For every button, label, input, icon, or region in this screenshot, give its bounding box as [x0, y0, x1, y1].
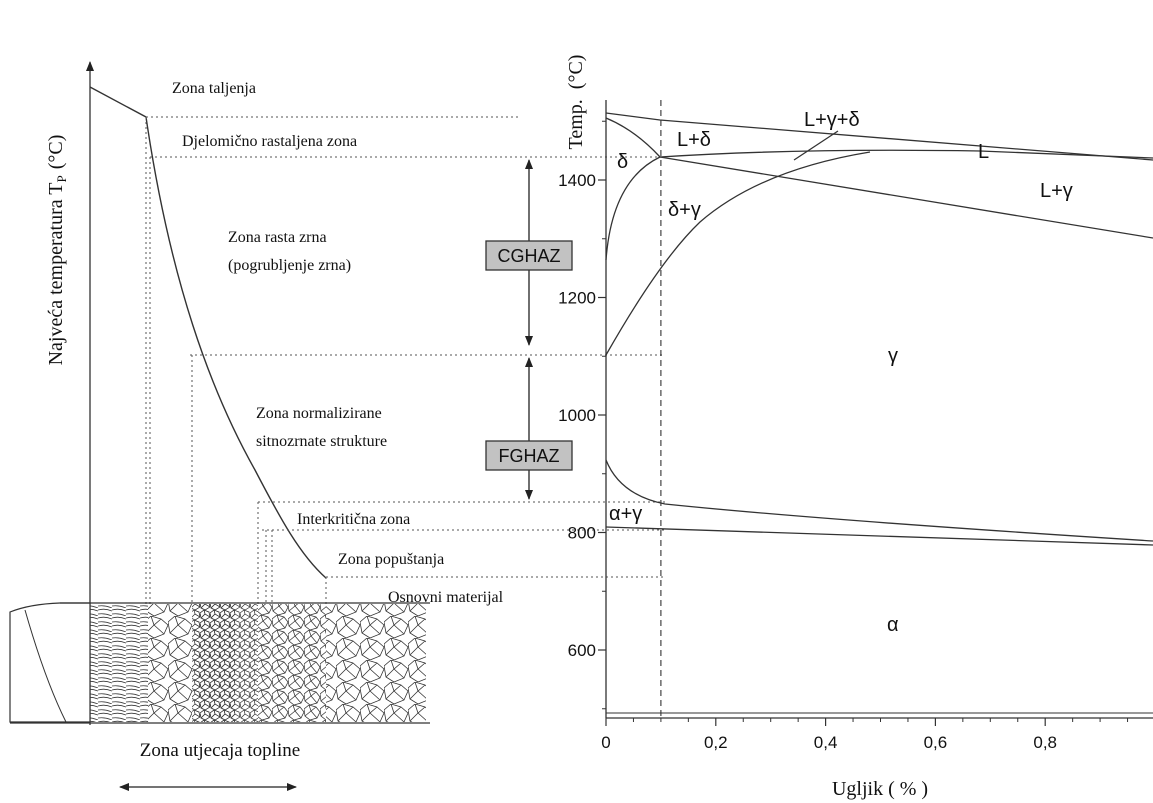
liquidus-peritectic-line: [659, 149, 1153, 159]
delta-solvus-upper: [605, 117, 661, 158]
fghaz-box: [485, 440, 573, 471]
phase-boundaries: [605, 112, 1153, 546]
zone-melting-label: Zona taljenja: [172, 80, 256, 97]
peak-temperature-curve: [89, 86, 327, 579]
phase-label-gamma: γ: [888, 345, 898, 367]
x-tick-label: 0,8: [1033, 733, 1057, 752]
phase-y-axis-title: Temp.(°C): [565, 55, 587, 150]
zone-normalized-label: Zona normalizirane: [256, 405, 382, 422]
zone-guide-lines: [145, 116, 665, 605]
fine-grain-dense-zone: [195, 604, 235, 722]
columnar-grain-zone: [90, 604, 148, 722]
zone-normalized-sub-label: sitnozrnate strukture: [256, 433, 387, 450]
x-tick-label: 0,4: [814, 733, 838, 752]
phase-label-alpha: α: [887, 614, 899, 636]
a1-line: [605, 526, 1153, 546]
y-tick-group: 1400 1200 1000 800 600: [558, 120, 606, 710]
coarse-grain-zone: [148, 604, 192, 722]
x-tick-group: 0 0,2 0,4 0,6 0,8: [601, 718, 1129, 752]
y-tick-label: 1000: [558, 406, 596, 425]
a3-line: [605, 459, 1153, 542]
base-material-grain-zone: [326, 604, 426, 722]
phase-label-alpha-gamma: α+γ: [609, 503, 642, 525]
y-tick-label: 1200: [558, 289, 596, 308]
y-axis-label: Najveća temperatura TP(°C): [45, 135, 69, 366]
phase-label-l-delta: L+δ: [677, 129, 711, 151]
zone-intercritical-label: Interkritična zona: [297, 511, 410, 528]
phase-label-l-gamma-delta: L+γ+δ: [804, 109, 860, 131]
peak-temperature-panel: Najveća temperatura TP(°C) Zona taljenja…: [9, 61, 665, 791]
x-tick-label: 0,6: [924, 733, 948, 752]
y-tick-label: 1400: [558, 171, 596, 190]
fe-c-phase-diagram: Temp.(°C) Ugljik ( % ) 1400 1200 1000 800 60…: [558, 55, 1153, 800]
haz-bottom-label: Zona utjecaja topline: [140, 740, 300, 761]
liquidus-left-line: [605, 112, 1153, 161]
cghaz-label: CGHAZ: [498, 246, 561, 266]
zone-grain-growth-label: Zona rasta zrna: [228, 229, 327, 246]
fusion-line: [24, 609, 67, 723]
zone-base-material-label: Osnovni materijal: [388, 589, 504, 606]
phase-label-delta-gamma: δ+γ: [668, 199, 701, 221]
delta-solvus-lower: [605, 156, 661, 261]
phase-label-delta: δ: [617, 151, 628, 173]
intercritical-grain-zone: [258, 604, 326, 722]
haz-range-markers: CGHAZ FGHAZ: [485, 159, 573, 500]
zone-tempering-label: Zona popuštanja: [338, 551, 444, 568]
phase-label-liquid: L: [978, 141, 989, 163]
y-tick-label: 800: [568, 524, 596, 543]
phase-labels: L L+δ L+γ+δ L+γ δ δ+γ γ α+γ α: [609, 109, 1073, 636]
gamma-solidus-line: [659, 156, 1153, 239]
y-tick-label: 600: [568, 641, 596, 660]
weld-bead-outline: [9, 602, 91, 723]
zone-grain-growth-sub-label: (pogrubljenje zrna): [228, 257, 351, 274]
x-tick-label: 0: [601, 733, 610, 752]
zone-partially-melted-label: Djelomično rastaljena zona: [182, 133, 357, 150]
weld-microstructure: [9, 602, 430, 724]
gamma-delta-boundary: [605, 151, 871, 356]
fghaz-label: FGHAZ: [499, 446, 560, 466]
cghaz-box: [485, 240, 573, 271]
phase-label-l-gamma: L+γ: [1040, 180, 1073, 202]
x-tick-label: 0,2: [704, 733, 728, 752]
phase-x-axis-title: Ugljik ( % ): [832, 778, 928, 800]
l-gamma-delta-leader: [793, 130, 839, 161]
